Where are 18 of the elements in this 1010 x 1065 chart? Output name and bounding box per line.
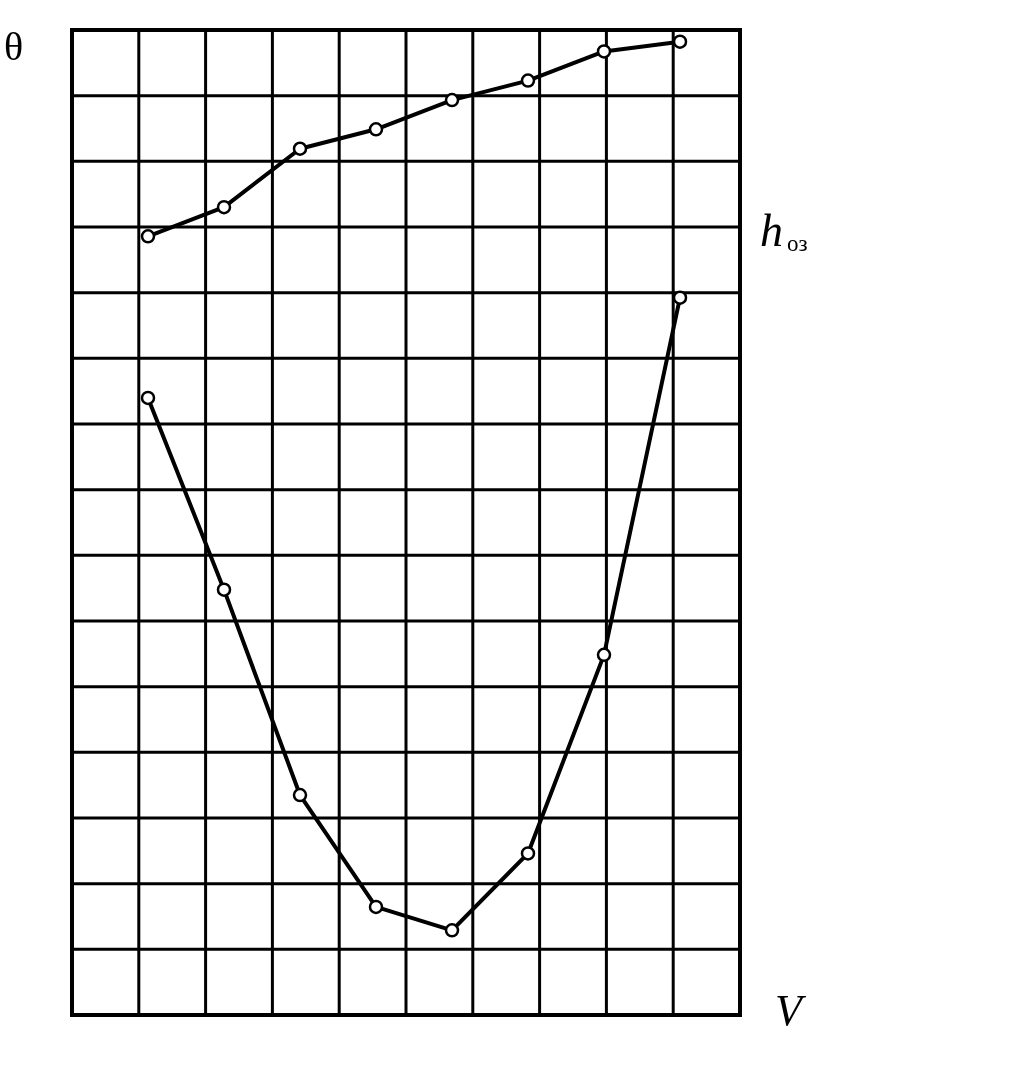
point [520, 846, 536, 861]
point [444, 923, 460, 938]
point [292, 141, 308, 156]
x-axis-title: V [775, 986, 807, 1035]
point [596, 647, 612, 663]
point [140, 229, 156, 244]
point [140, 390, 156, 406]
point [444, 92, 460, 108]
point [672, 290, 688, 305]
point [672, 34, 688, 49]
point [216, 199, 232, 215]
point [368, 899, 384, 915]
point [520, 73, 536, 88]
point [368, 122, 384, 137]
point [216, 582, 232, 597]
y-axis-title: θ [4, 24, 24, 69]
point [292, 787, 308, 803]
point [596, 44, 612, 59]
